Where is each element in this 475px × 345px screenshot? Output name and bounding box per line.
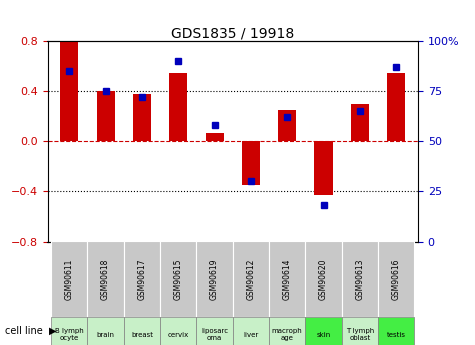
- Text: testis: testis: [387, 332, 406, 338]
- Text: T lymph
oblast: T lymph oblast: [346, 328, 374, 341]
- Text: GSM90619: GSM90619: [210, 259, 219, 300]
- Bar: [233, 241, 269, 317]
- Bar: [206, 133, 224, 141]
- Bar: [378, 241, 414, 317]
- Bar: [60, 41, 78, 141]
- Bar: [87, 241, 124, 317]
- Bar: [124, 317, 160, 345]
- Bar: [342, 241, 378, 317]
- Text: liposarc
oma: liposarc oma: [201, 328, 228, 341]
- Title: GDS1835 / 19918: GDS1835 / 19918: [171, 26, 294, 40]
- Text: GSM90614: GSM90614: [283, 259, 292, 300]
- Bar: [197, 241, 233, 317]
- Bar: [378, 317, 414, 345]
- Bar: [124, 241, 160, 317]
- Bar: [197, 317, 233, 345]
- Text: brain: brain: [96, 332, 114, 338]
- Text: liver: liver: [243, 332, 258, 338]
- Bar: [233, 317, 269, 345]
- Bar: [242, 141, 260, 185]
- Text: GSM90612: GSM90612: [247, 259, 256, 300]
- Text: B lymph
ocyte: B lymph ocyte: [55, 328, 84, 341]
- Bar: [51, 317, 87, 345]
- Bar: [278, 110, 296, 141]
- Text: GSM90618: GSM90618: [101, 259, 110, 300]
- Text: skin: skin: [316, 332, 331, 338]
- Bar: [269, 241, 305, 317]
- Text: macroph
age: macroph age: [272, 328, 303, 341]
- Text: GSM90611: GSM90611: [65, 259, 74, 300]
- Text: GSM90617: GSM90617: [137, 259, 146, 300]
- Text: GSM90613: GSM90613: [355, 259, 364, 300]
- Bar: [133, 94, 151, 141]
- Bar: [305, 241, 342, 317]
- Bar: [351, 104, 369, 141]
- Bar: [342, 317, 378, 345]
- Text: cell line  ▶: cell line ▶: [5, 326, 56, 336]
- Bar: [387, 73, 405, 141]
- Bar: [305, 317, 342, 345]
- Text: GSM90616: GSM90616: [392, 259, 401, 300]
- Bar: [169, 73, 187, 141]
- Text: cervix: cervix: [168, 332, 189, 338]
- Bar: [269, 317, 305, 345]
- Bar: [314, 141, 332, 195]
- Text: breast: breast: [131, 332, 153, 338]
- Text: GSM90615: GSM90615: [174, 259, 183, 300]
- Bar: [87, 317, 124, 345]
- Bar: [160, 241, 197, 317]
- Text: GSM90620: GSM90620: [319, 259, 328, 300]
- Bar: [96, 91, 114, 141]
- Bar: [160, 317, 197, 345]
- Bar: [51, 241, 87, 317]
